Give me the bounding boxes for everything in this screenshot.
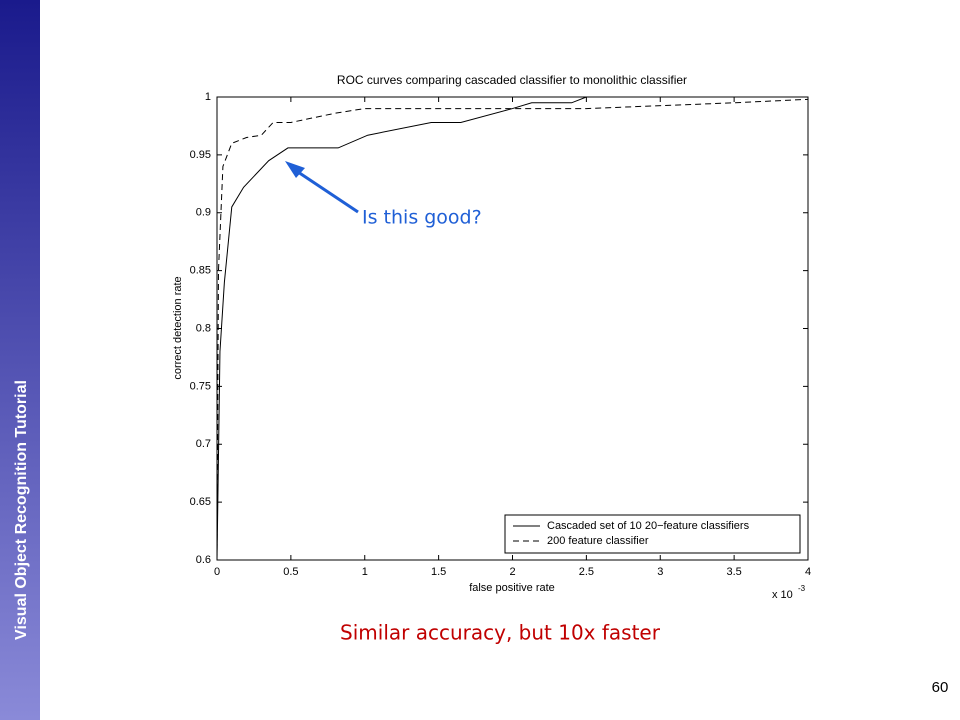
y-tick-label: 0.85 [190, 265, 211, 277]
x-tick-label: 2 [509, 566, 515, 578]
y-tick-label: 0.95 [190, 149, 211, 161]
x-multiplier-exponent: -3 [798, 584, 806, 593]
sidebar [0, 0, 40, 720]
sidebar-title: Visual Object Recognition Tutorial [13, 380, 30, 640]
y-tick-label: 1 [205, 91, 211, 103]
x-tick-label: 1.5 [431, 566, 446, 578]
x-tick-label: 1 [362, 566, 368, 578]
annotation: Is this good? [362, 207, 482, 229]
x-tick-label: 4 [805, 566, 811, 578]
x-tick-label: 0.5 [283, 566, 298, 578]
legend-label: Cascaded set of 10 20−feature classifier… [547, 520, 750, 532]
caption: Similar accuracy, but 10x faster [340, 621, 661, 645]
y-tick-label: 0.7 [196, 438, 211, 450]
legend-box [504, 514, 801, 554]
annotation-arrow [291, 166, 359, 214]
y-tick-label: 0.9 [196, 207, 211, 219]
x-tick-label: 3 [657, 566, 663, 578]
y-tick-label: 0.75 [190, 380, 211, 392]
x-tick-label: 2.5 [579, 566, 594, 578]
y-tick-label: 0.65 [190, 496, 211, 508]
annotation-arrow-head [285, 161, 305, 178]
x-multiplier: x 10 [772, 589, 793, 601]
chart-title: ROC curves comparing cascaded classifier… [337, 73, 687, 87]
series-line [216, 96, 808, 561]
y-tick-label: 0.6 [196, 554, 211, 566]
plot-frame [216, 96, 809, 561]
x-axis-label: false positive rate [469, 582, 555, 594]
series-line [216, 98, 809, 561]
x-tick-label: 0 [214, 566, 220, 578]
page-number: 60 [932, 679, 949, 696]
legend-label: 200 feature classifier [547, 535, 649, 547]
y-axis-label: correct detection rate [172, 276, 184, 379]
y-tick-label: 0.8 [196, 322, 211, 334]
x-tick-label: 3.5 [726, 566, 741, 578]
